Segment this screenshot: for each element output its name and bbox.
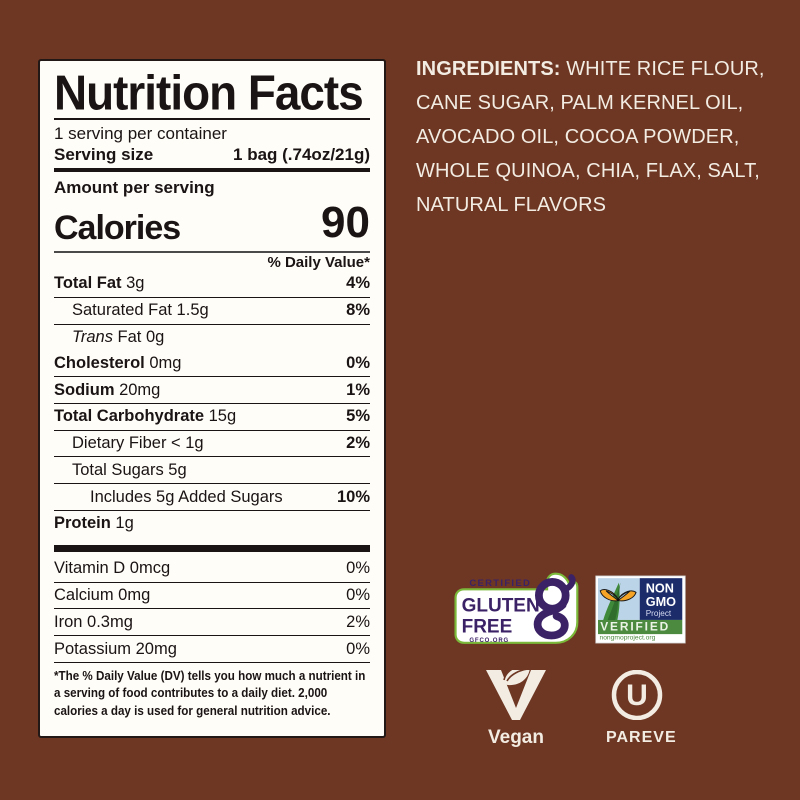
- svg-text:NON: NON: [646, 581, 674, 595]
- svg-text:nongmoproject.org: nongmoproject.org: [599, 634, 655, 641]
- svg-text:U: U: [626, 679, 648, 712]
- svg-text:GMO: GMO: [646, 595, 676, 609]
- svg-text:GFCO.ORG: GFCO.ORG: [469, 638, 509, 644]
- svg-text:Project: Project: [646, 609, 672, 618]
- svg-text:GLUTEN: GLUTEN: [462, 596, 540, 617]
- svg-text:CERTIFIED: CERTIFIED: [469, 578, 531, 589]
- svg-text:FREE: FREE: [462, 616, 513, 637]
- svg-text:VERIFIED: VERIFIED: [600, 619, 670, 633]
